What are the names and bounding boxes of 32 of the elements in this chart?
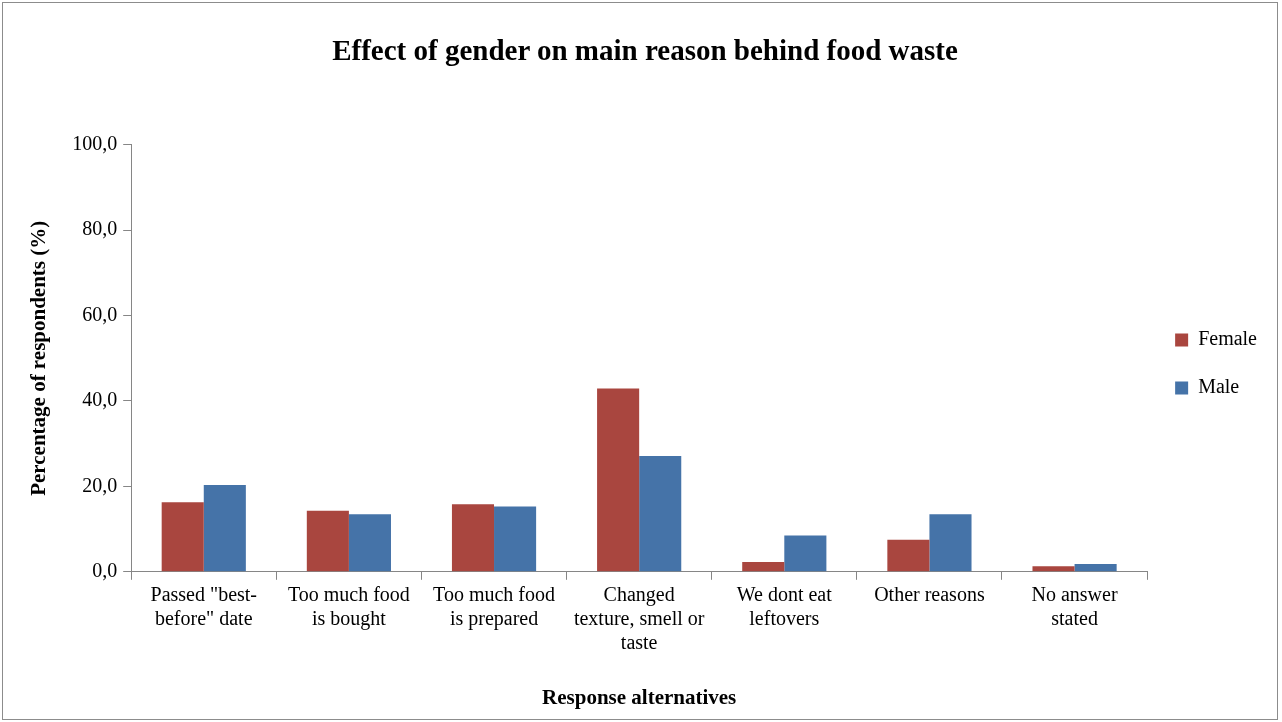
y-tick-label: 60,0 — [82, 302, 118, 325]
bar — [348, 514, 391, 572]
bar — [742, 561, 785, 572]
bar — [161, 502, 204, 572]
bar — [929, 514, 972, 572]
bar — [597, 388, 640, 572]
x-tick-label: Too much food is prepared — [433, 583, 555, 631]
bar — [639, 456, 682, 572]
legend-label: Male — [1198, 375, 1240, 398]
bar — [784, 535, 827, 572]
legend-label: Female — [1198, 327, 1258, 350]
bar — [203, 485, 246, 572]
y-tick-label: 20,0 — [82, 473, 118, 496]
x-tick-label: We dont eat leftovers — [736, 583, 833, 630]
chart-title: Effect of gender on main reason behind food waste — [332, 33, 958, 66]
y-tick-label: 80,0 — [82, 217, 118, 240]
bar — [1074, 564, 1117, 572]
y-tick-label: 100,0 — [72, 132, 118, 155]
bar — [1032, 566, 1075, 572]
bar — [887, 539, 930, 572]
bar — [494, 506, 537, 572]
x-axis-title: Response alternatives — [542, 684, 737, 709]
x-tick-label: Too much food is bought — [287, 583, 410, 631]
x-tick-label: Changed texture, smell or taste — [573, 583, 705, 654]
bar — [451, 504, 495, 572]
x-tick-label: Passed "best-before" date — [150, 583, 258, 630]
bar — [306, 510, 349, 572]
x-tick-label: Other reasons — [874, 583, 985, 606]
x-tick-label: No answer stated — [1031, 583, 1118, 630]
y-tick-label: 40,0 — [82, 388, 118, 411]
y-tick-label: 0,0 — [92, 559, 118, 582]
y-axis-title: Percentage of respondents (%) — [26, 220, 51, 496]
